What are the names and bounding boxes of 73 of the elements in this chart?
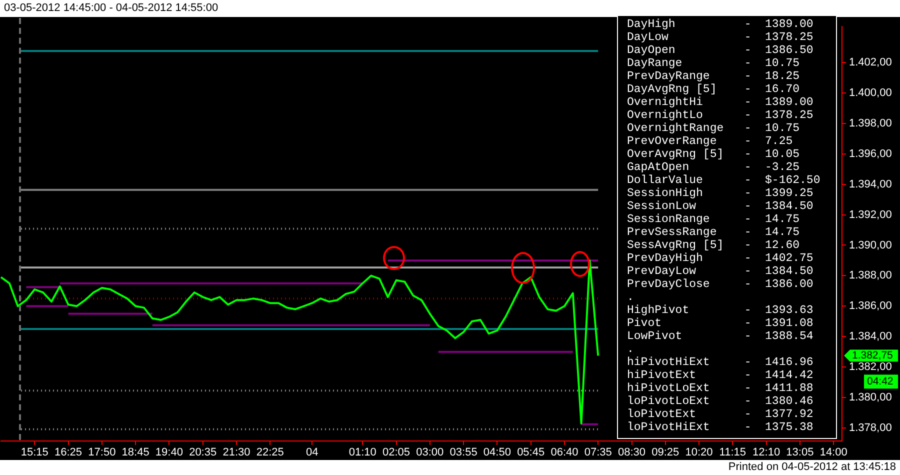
y-tick-label: 1.400,00 — [849, 86, 892, 99]
annotation: PrevDayClose - 1386.00 — [627, 278, 814, 291]
annotation: HighPivot - 1393.63 — [627, 304, 814, 317]
x-tick-label: 22:25 — [256, 446, 284, 459]
x-tick-label: 11:15 — [719, 446, 746, 459]
annotation: GapAtOpen - -3.25 — [627, 161, 801, 174]
annotation: DayAvgRng [5] - 16.70 — [627, 83, 801, 96]
x-tick-label: 10:20 — [685, 446, 713, 459]
y-tick-label: 1.402,00 — [849, 56, 892, 68]
y-tick-label: 1.392,00 — [849, 208, 892, 221]
x-tick-label: 03:55 — [450, 446, 478, 459]
annotation: DayRange - 10.75 — [627, 57, 801, 70]
annotation: DayLow - 1378.25 — [627, 31, 814, 44]
annotation: DayOpen - 1386.50 — [627, 44, 814, 57]
y-tick-label: 1.380,00 — [849, 392, 892, 404]
x-tick-label: 19:40 — [155, 446, 183, 459]
x-tick-label: 21:30 — [222, 446, 250, 459]
annotation: SessionLow - 1384.50 — [627, 200, 814, 213]
x-tick-label: 08:30 — [618, 446, 646, 459]
x-tick-label: 20:35 — [189, 446, 217, 459]
y-tick-label: 1.384,00 — [849, 330, 892, 343]
annotation: SessAvgRng [5] - 12.60 — [627, 239, 801, 252]
annotation: PrevOverRange - 7.25 — [627, 135, 794, 148]
annotation: PrevSessRange - 14.75 — [627, 226, 801, 239]
annotation: OvernightHi - 1389.00 — [627, 96, 814, 109]
y-tick-label: 1.386,00 — [849, 300, 892, 312]
x-tick-label: 02:05 — [382, 446, 410, 459]
annotation: OverAvgRng [5] - 10.05 — [627, 148, 801, 161]
x-tick-label: 18:45 — [122, 446, 150, 459]
x-tick-label: 09:25 — [652, 446, 680, 459]
annotation: OvernightRange - 10.75 — [627, 122, 801, 135]
annotation: OvernightLo - 1378.25 — [627, 109, 814, 122]
annotation: loPivotLoExt - 1380.46 — [627, 395, 814, 408]
x-tick-label: 06:40 — [550, 446, 578, 459]
annotation: DollarValue - $-162.50 — [627, 174, 822, 187]
annotation: SessionHigh - 1399.25 — [627, 187, 814, 200]
annotation: . — [627, 291, 635, 304]
annotation: hiPivotLoExt - 1411.88 — [627, 382, 814, 395]
chart-title: 03-05-2012 14:45:00 - 04-05-2012 14:55:00 — [0, 0, 900, 17]
y-tick-label: 1.378,00 — [849, 422, 892, 434]
x-tick-label: 14:00 — [820, 446, 848, 459]
y-tick-label: 1.388,00 — [849, 270, 892, 282]
annotation: SessionRange - 14.75 — [627, 213, 801, 226]
x-tick-label: 15:15 — [20, 446, 48, 459]
annotation: loPivotExt - 1377.92 — [627, 408, 814, 421]
x-tick-label: 13:05 — [786, 446, 814, 459]
annotation: LowPivot - 1388.54 — [627, 330, 814, 343]
x-tick-label: 04:50 — [483, 446, 511, 459]
y-tick-label: 1.398,00 — [849, 117, 892, 130]
text: Printed on 04-05-2012 at 13:45:18 — [728, 461, 896, 473]
annotation: hiPivotExt - 1414.42 — [627, 369, 814, 382]
annotation: . — [627, 343, 635, 356]
annotation: PrevDayRange - 18.25 — [627, 70, 801, 83]
annotation: hiPivotHiExt - 1416.96 — [627, 356, 814, 369]
annotation: DayHigh - 1389.00 — [627, 18, 814, 31]
y-tick-label: 1.396,00 — [849, 148, 892, 160]
x-tick-label: 12:10 — [752, 446, 780, 459]
x-tick-label: 16:25 — [54, 446, 82, 459]
text: 04:42 — [867, 376, 894, 388]
y-tick-label: 1.394,00 — [849, 178, 892, 190]
x-tick-label: 05:45 — [517, 446, 545, 459]
x-tick-label: 17:50 — [88, 446, 116, 459]
annotation: Pivot - 1391.08 — [627, 317, 814, 330]
annotation: PrevDayLow - 1384.50 — [627, 265, 814, 278]
x-tick-label: 01:10 — [348, 446, 376, 459]
x-tick-label: 03:00 — [416, 446, 444, 459]
x-tick-label: 07:35 — [584, 446, 612, 459]
text: 1.382,75 — [852, 350, 894, 362]
y-tick-label: 1.390,00 — [849, 239, 892, 252]
x-tick-label: 04 — [306, 446, 318, 459]
annotation: PrevDayHigh - 1402.75 — [627, 252, 814, 265]
y-tick-label: 1.382,00 — [849, 361, 892, 374]
annotation: loPivotHiExt - 1375.38 — [627, 421, 814, 434]
